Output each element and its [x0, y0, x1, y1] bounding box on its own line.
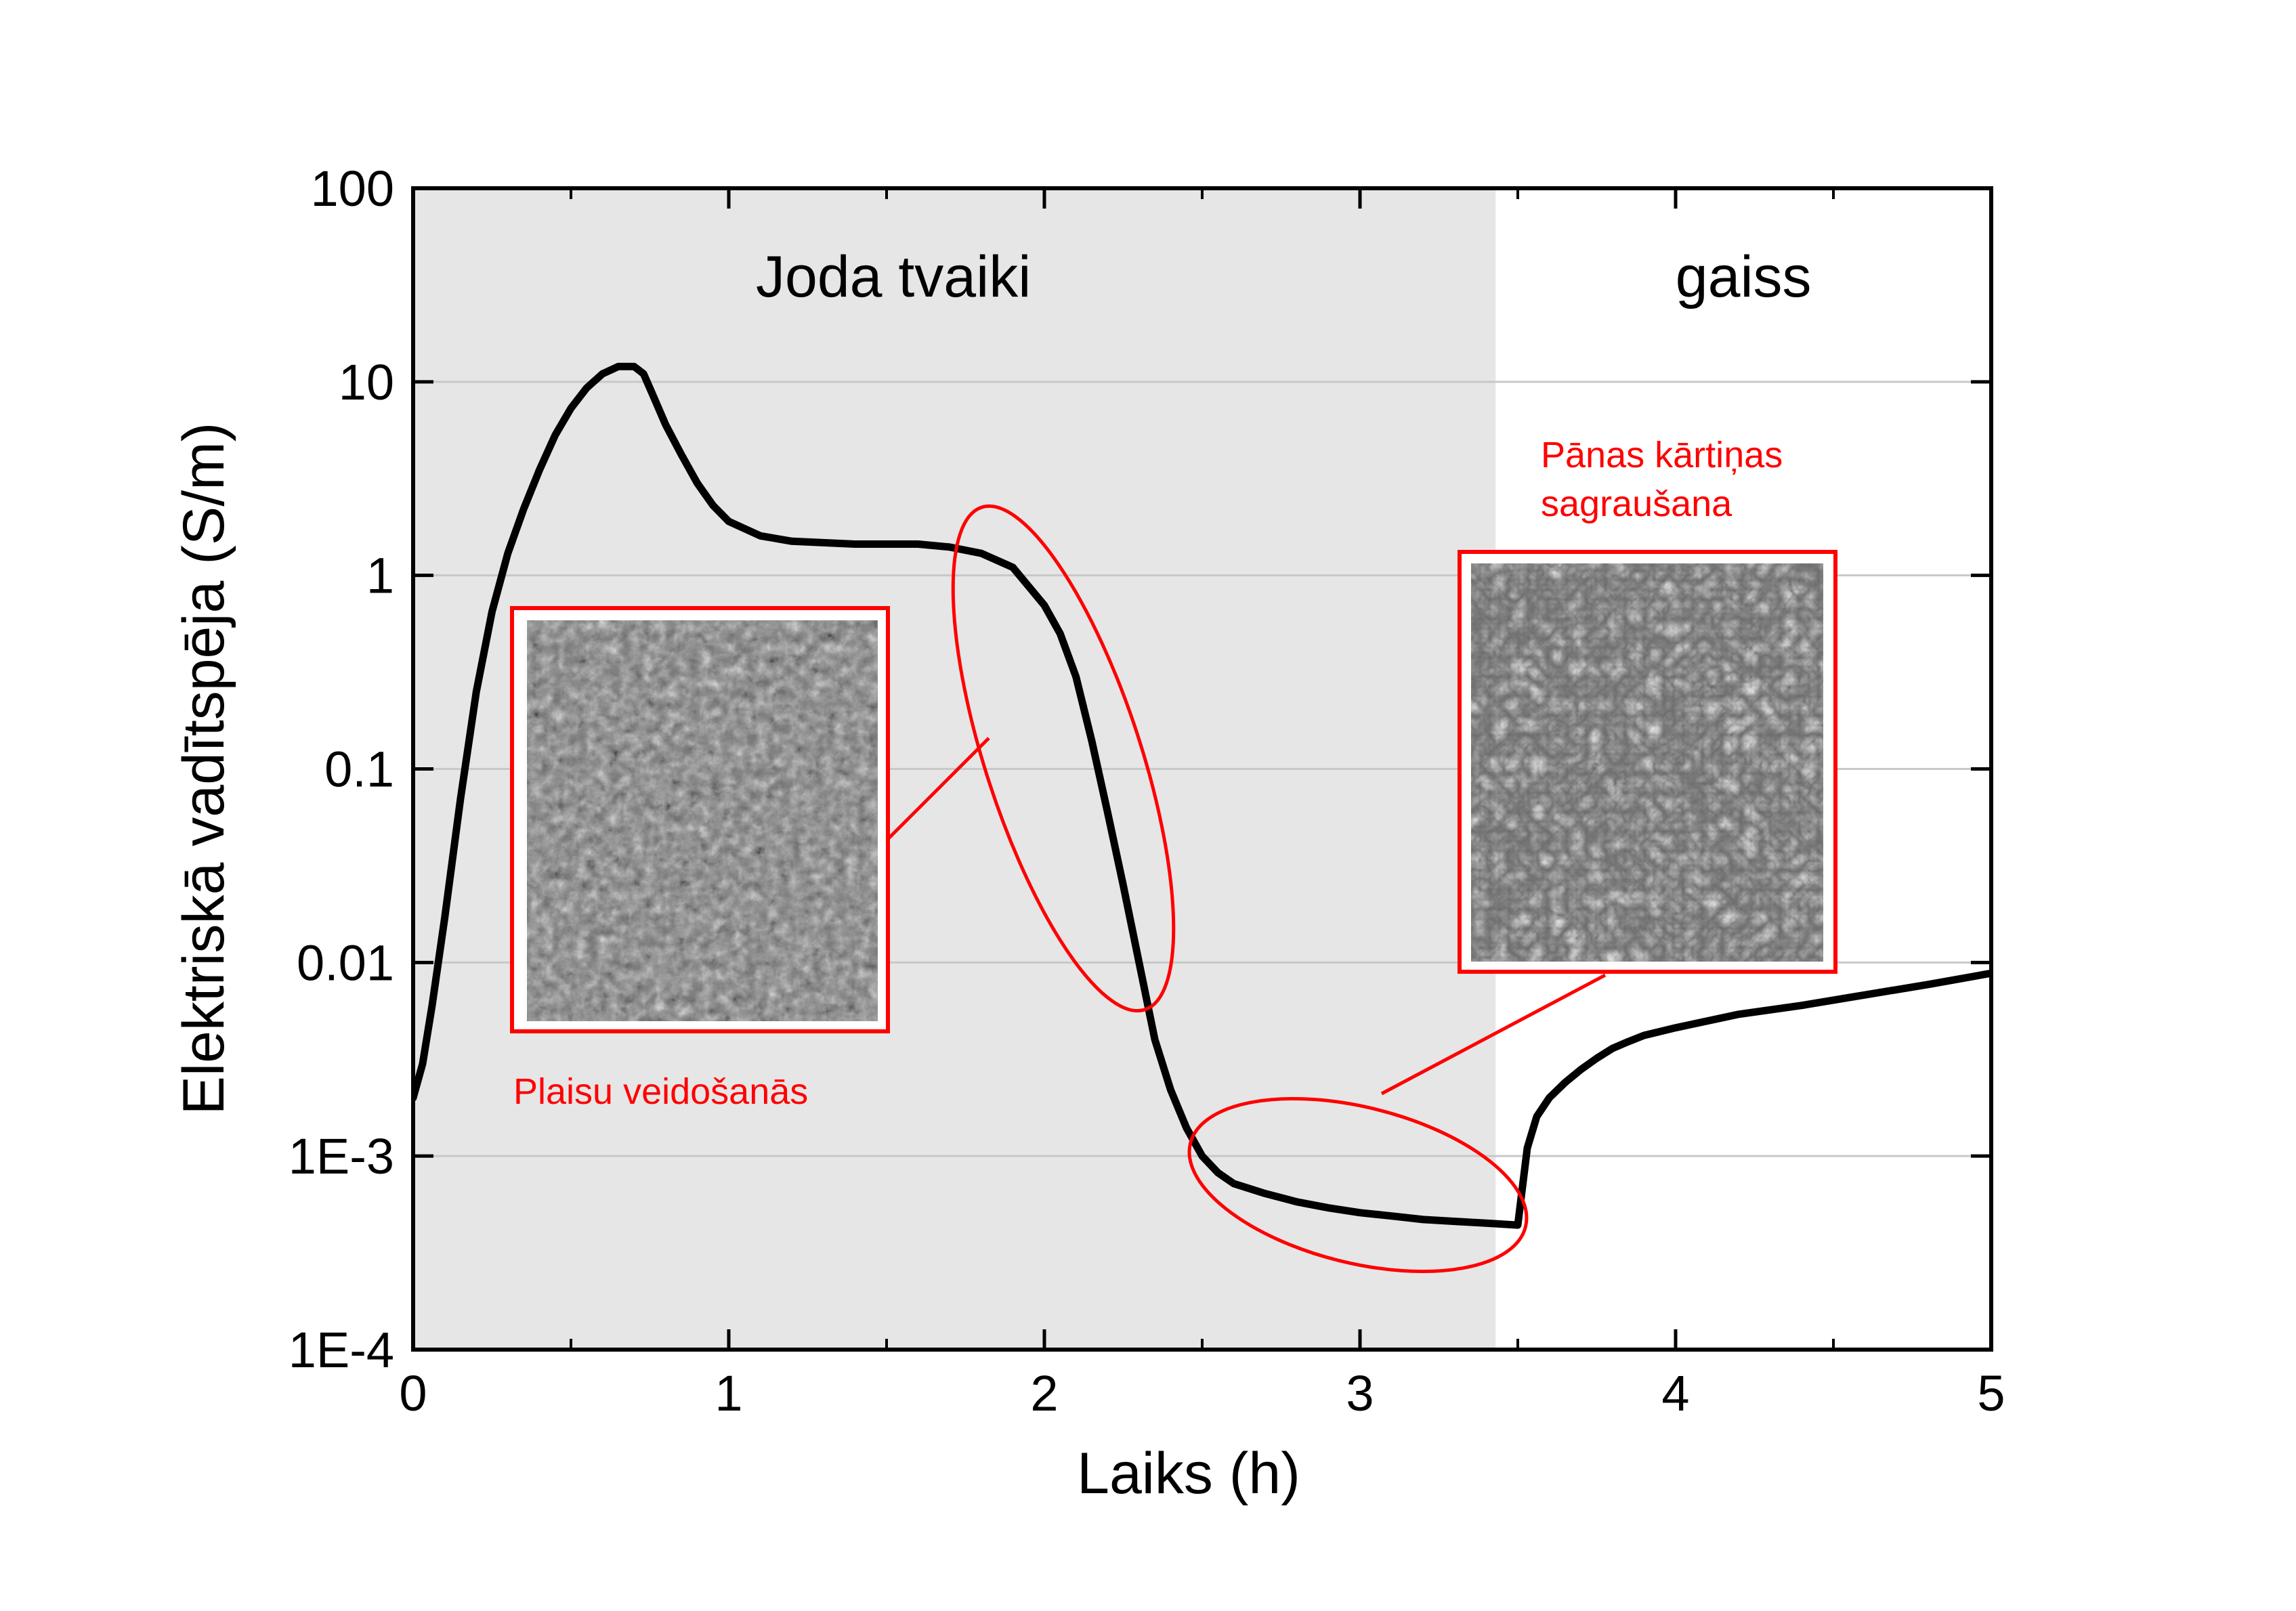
region-labels-layer: Joda tvaiki gaiss: [756, 244, 1812, 309]
x-tick-label-4: 4: [1661, 1365, 1689, 1421]
x-tick-label-0: 0: [399, 1365, 427, 1421]
region-label-1: gaiss: [1676, 244, 1812, 309]
region-label-0: Joda tvaiki: [756, 244, 1031, 309]
ticks-layer: [411, 186, 1993, 1352]
series-layer: [413, 362, 1991, 1229]
tick-labels-layer: 0 1 2 3 4 5 1E-4 1E-3 0.01 0.1 1 10 100: [289, 160, 2005, 1421]
x-tick-label-5: 5: [1977, 1365, 2005, 1421]
x-axis-label: Laiks (h): [1077, 1441, 1300, 1506]
crack-annotation-label: Plaisu veidošanās: [513, 1071, 808, 1112]
y-tick-label-6: 100: [311, 160, 394, 217]
x-tick-label-2: 2: [1030, 1365, 1058, 1421]
crack-inset-image: [510, 606, 890, 1033]
x-tick-label-3: 3: [1346, 1365, 1374, 1421]
y-tick-label-2: 0.01: [297, 935, 394, 991]
crack-ellipse: [951, 504, 1176, 1013]
y-axis-label: Elektriskā vadītspēja (S/m): [171, 423, 236, 1115]
annotations-layer: Plaisu veidošanās Pānas kārtiņas sagrauš…: [510, 435, 1837, 1274]
film-ellipse: [1187, 1096, 1529, 1274]
film-annotation-label-line2: sagraušana: [1541, 484, 1732, 524]
x-tick-label-1: 1: [715, 1365, 742, 1421]
film-inset-image: [1458, 550, 1837, 974]
y-tick-label-4: 1: [366, 548, 394, 604]
y-tick-label-1: 1E-3: [289, 1128, 394, 1184]
y-tick-label-3: 0.1: [324, 742, 394, 798]
y-tick-label-0: 1E-4: [289, 1322, 394, 1378]
crack-connector-line: [886, 737, 990, 841]
y-tick-label-5: 10: [339, 354, 394, 410]
film-annotation-label-line1: Pānas kārtiņas: [1541, 435, 1783, 475]
film-connector-line: [1380, 973, 1607, 1096]
series-line-0: [413, 362, 1991, 1229]
